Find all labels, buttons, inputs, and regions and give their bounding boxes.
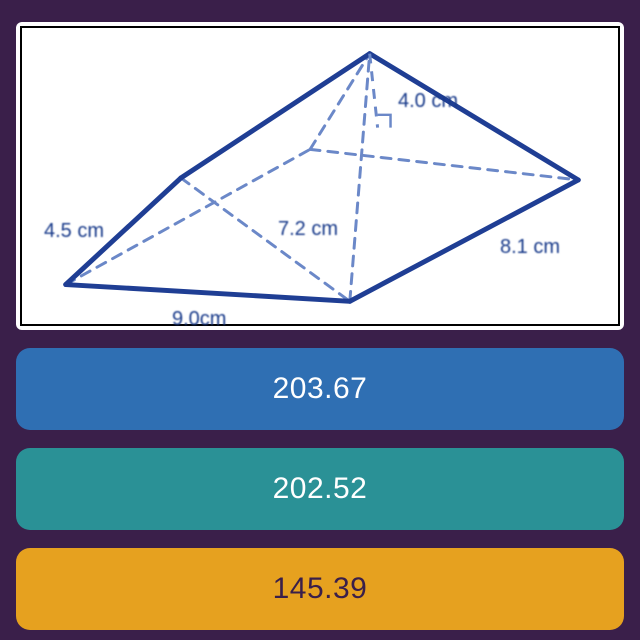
prism-diagram <box>22 28 618 324</box>
answer-option-1[interactable]: 203.67 <box>16 348 624 430</box>
label-depth: 8.1 cm <box>500 236 560 259</box>
answer-option-2-label: 202.52 <box>273 472 368 506</box>
label-left-side: 4.5 cm <box>44 220 104 243</box>
answer-option-2[interactable]: 202.52 <box>16 448 624 530</box>
answer-option-3[interactable]: 145.39 <box>16 548 624 630</box>
answer-option-3-label: 145.39 <box>273 572 368 606</box>
diagram-card: 4.0 cm 4.5 cm 7.2 cm 8.1 cm 9.0cm <box>16 22 624 330</box>
label-height: 4.0 cm <box>398 90 458 113</box>
label-base: 9.0cm <box>172 308 226 331</box>
answer-option-1-label: 203.67 <box>273 372 368 406</box>
label-hypotenuse: 7.2 cm <box>278 218 338 241</box>
diagram-frame: 4.0 cm 4.5 cm 7.2 cm 8.1 cm 9.0cm <box>20 26 620 326</box>
